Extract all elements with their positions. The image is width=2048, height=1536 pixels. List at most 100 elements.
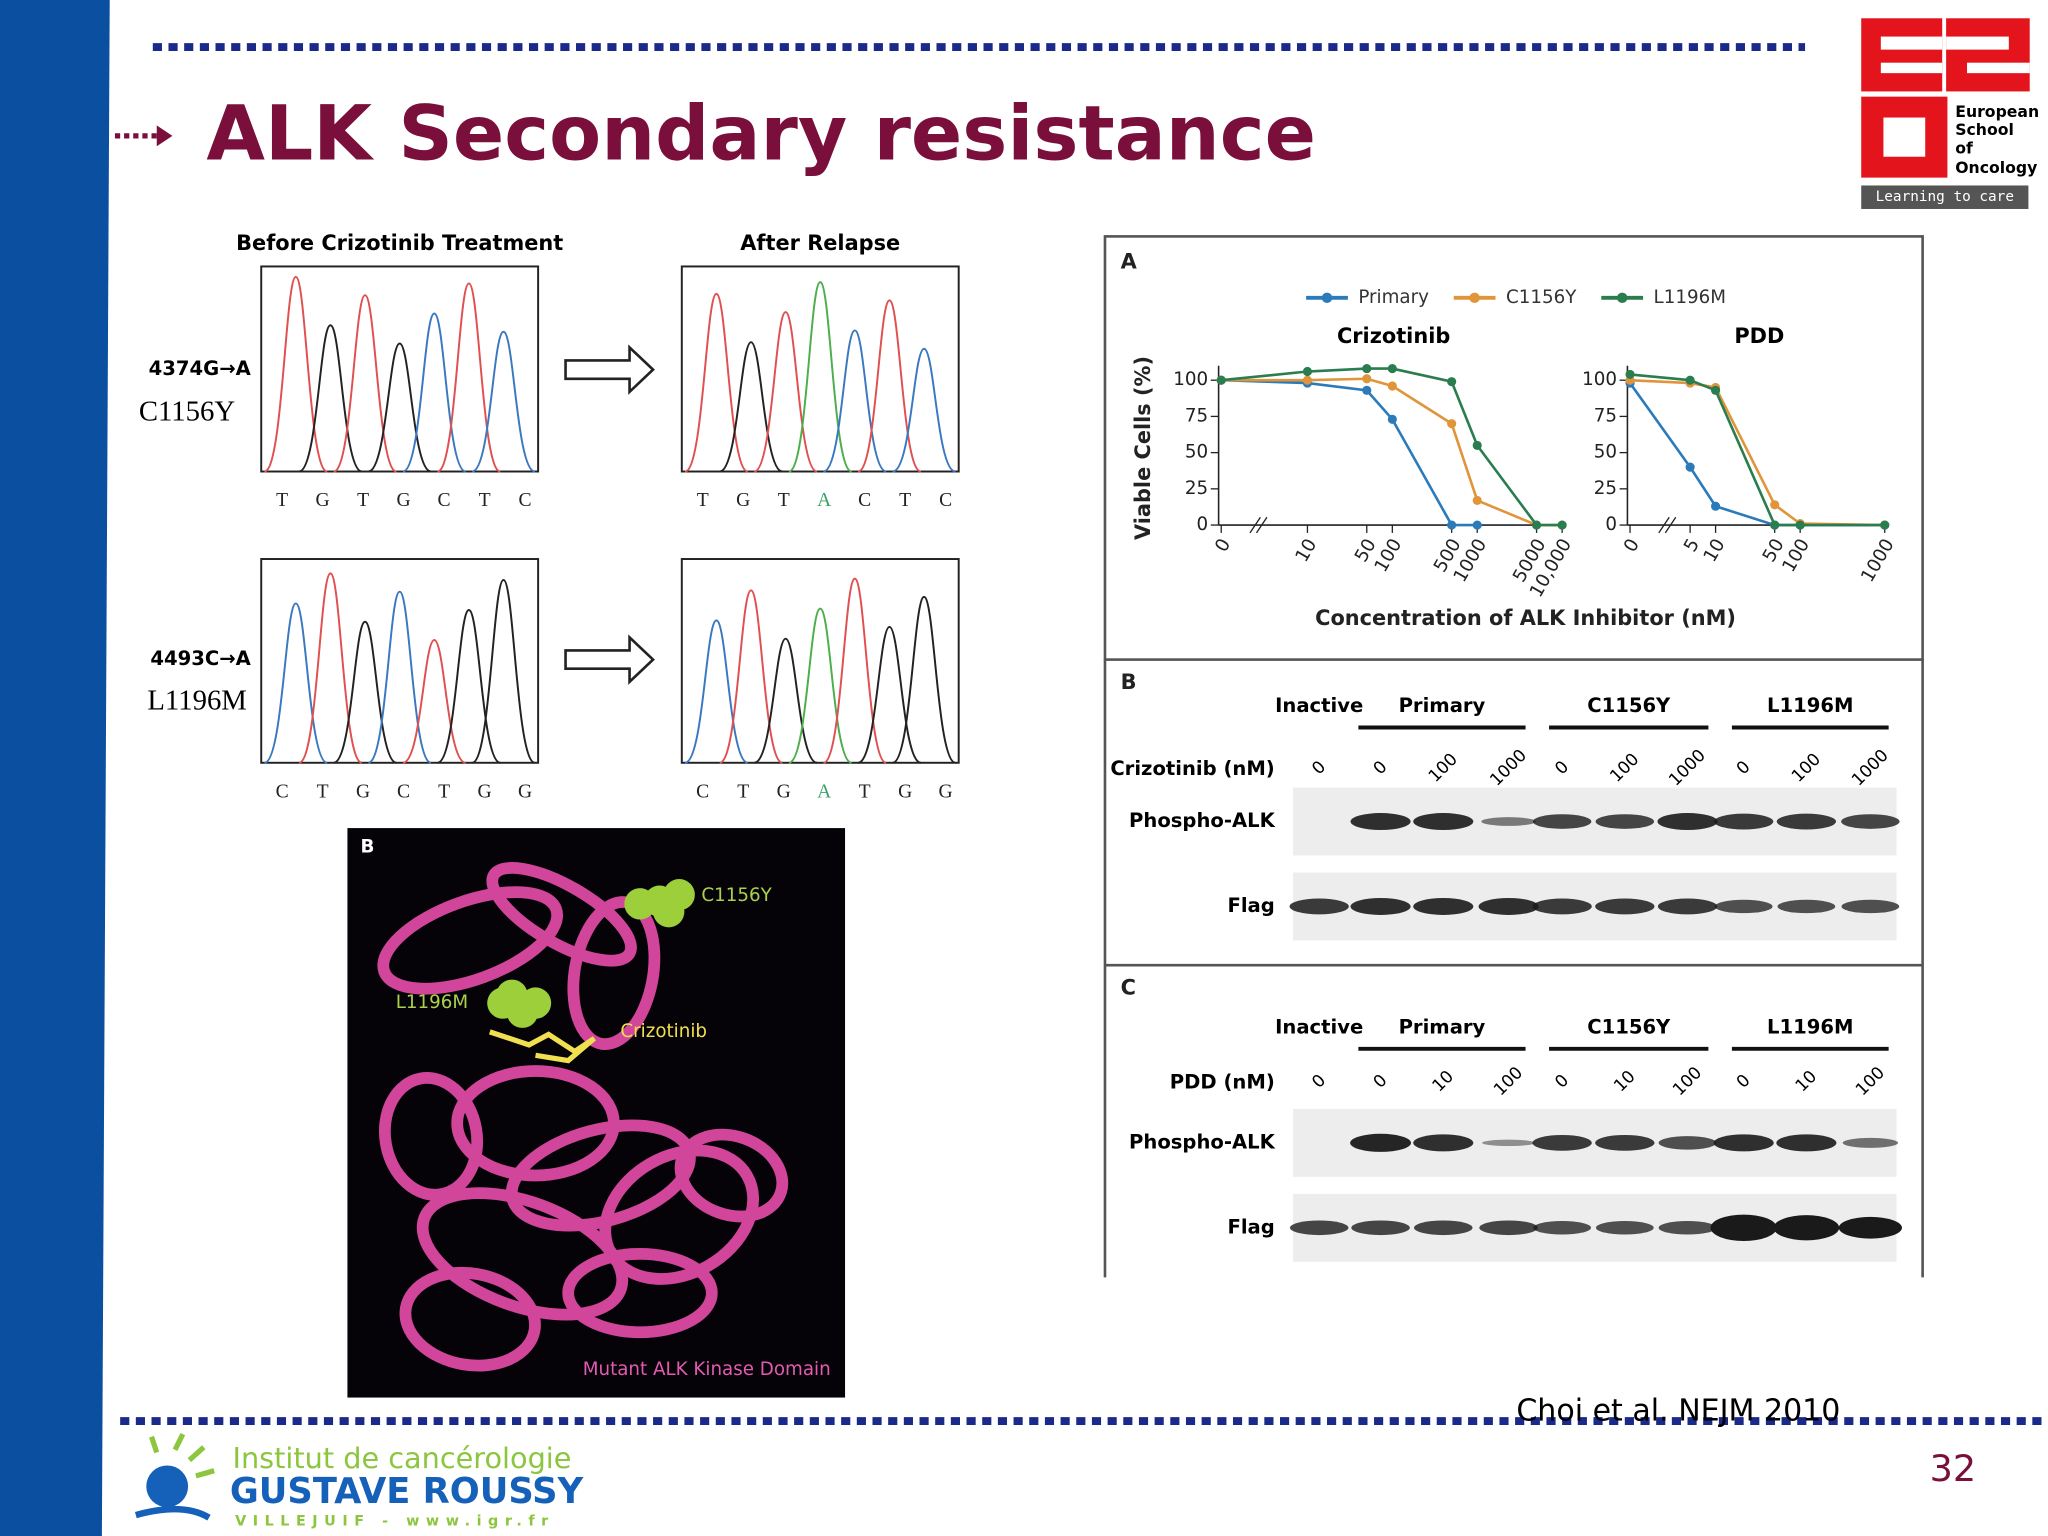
after-title: After Relapse (740, 231, 900, 255)
band (1481, 817, 1536, 826)
ribbon (486, 861, 637, 967)
band (1532, 1134, 1592, 1151)
x-tick-label: 10 (1700, 535, 1730, 566)
band (1841, 814, 1900, 829)
data-point (1362, 385, 1372, 395)
structure-label: C1156Y (701, 885, 772, 906)
data-point (1362, 374, 1372, 384)
data-point (1447, 377, 1457, 387)
legend-label: C1156Y (1506, 287, 1577, 308)
base-letter: G (898, 781, 912, 802)
mutation-sphere (653, 896, 685, 928)
eso-text: of (1955, 138, 1973, 157)
trace-peak (892, 595, 956, 764)
trace-peak (823, 329, 887, 473)
base-letter: G (478, 781, 492, 802)
base-letter: C (939, 490, 952, 511)
trace-peak (788, 607, 853, 764)
band (1657, 813, 1718, 831)
band (1595, 1221, 1654, 1235)
y-tick-label: 25 (1185, 478, 1208, 499)
base-letter: C (519, 490, 532, 511)
y-tick-label: 25 (1594, 478, 1617, 499)
panel-label: B (360, 837, 374, 858)
band (1595, 1134, 1655, 1151)
dose: 0 (1370, 757, 1392, 779)
dose-label: PDD (nM) (1170, 1070, 1275, 1093)
band (1773, 1215, 1840, 1241)
x-tick-label: 100 (1371, 535, 1407, 576)
ribbon (674, 1128, 789, 1223)
institute-name: GUSTAVE ROUSSY (230, 1471, 584, 1512)
dose: 1000 (1486, 746, 1531, 791)
band (1842, 1137, 1899, 1148)
dose: 0 (1308, 757, 1330, 779)
trace-box (260, 265, 540, 473)
ribbon (377, 886, 564, 995)
band (1350, 813, 1411, 831)
trace-box (680, 265, 960, 473)
trace-peak (471, 330, 536, 473)
row-label: Phospho-ALK (1129, 809, 1276, 832)
igr-logo (134, 1432, 215, 1521)
series-line (1628, 382, 1885, 527)
data-point (1531, 520, 1542, 530)
base-letter: A (817, 490, 831, 511)
legend-label: Primary (1358, 287, 1429, 308)
dose: 1000 (1665, 746, 1710, 791)
data-point (1770, 520, 1780, 530)
base-letter: G (518, 781, 532, 802)
structure-caption: Mutant ALK Kinase Domain (583, 1359, 831, 1380)
base-letter: C (397, 781, 410, 802)
band (1657, 898, 1718, 915)
series-line (1629, 378, 1885, 527)
base-letter: G (316, 490, 330, 511)
structure-label: Crizotinib (620, 1021, 707, 1042)
dose: 100 (1852, 1063, 1889, 1100)
trace-peak (857, 625, 922, 764)
band (1413, 813, 1474, 831)
base-letter: T (737, 781, 749, 802)
dose: 10 (1792, 1067, 1821, 1096)
trace-peak (753, 311, 818, 473)
row-label: Phospho-ALK (1129, 1130, 1276, 1153)
band (1289, 1220, 1349, 1236)
axis-break (1658, 516, 1677, 534)
base-letter: C (696, 781, 709, 802)
mutation: 4374G→A (149, 357, 252, 380)
group-label: L1196M (1767, 694, 1853, 717)
y-tick-label: 50 (1185, 442, 1208, 463)
figure-frame (1103, 235, 1924, 1278)
trace-peak (471, 578, 536, 764)
eso-tagline: Learning to care (1876, 189, 2014, 205)
base-letter: G (939, 781, 953, 802)
base-letter: C (276, 781, 289, 802)
drug (488, 1029, 596, 1064)
base-letter: C (858, 490, 871, 511)
panel-label: A (1121, 250, 1138, 274)
trace-peak (719, 341, 783, 473)
band (1777, 899, 1836, 914)
group-label: Primary (1399, 1015, 1486, 1038)
legend-swatch (1616, 292, 1628, 304)
group-label: L1196M (1767, 1015, 1853, 1038)
eso-text: Oncology (1955, 158, 2037, 177)
dose: 0 (1733, 1071, 1755, 1093)
band (1414, 1220, 1473, 1236)
row-label: Flag (1227, 894, 1274, 917)
data-point (1362, 364, 1372, 374)
ribbon (399, 1266, 541, 1372)
y-tick-label: 0 (1197, 514, 1209, 535)
trace-peak (264, 602, 328, 764)
band (1413, 1134, 1474, 1152)
trace-peak (753, 637, 818, 764)
institute-address: VILLEJUIF - www.igr.fr (235, 1514, 555, 1530)
base-letter: G (736, 490, 750, 511)
variant: L1196M (147, 684, 246, 716)
data-point (1216, 375, 1226, 385)
data-point (1302, 375, 1312, 385)
dose: 100 (1490, 1063, 1527, 1100)
group-label: Primary (1399, 694, 1486, 717)
eso-text: European (1955, 102, 2039, 121)
data-point (1472, 440, 1482, 450)
